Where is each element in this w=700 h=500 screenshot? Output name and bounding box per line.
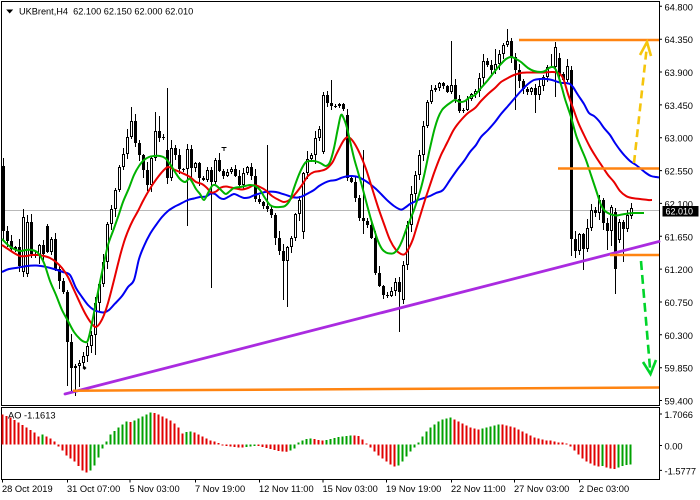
svg-text:5 Nov 03:00: 5 Nov 03:00 bbox=[130, 484, 180, 494]
svg-text:0.00: 0.00 bbox=[665, 442, 683, 452]
svg-text:62.010: 62.010 bbox=[666, 207, 694, 217]
svg-text:AO -1.1613: AO -1.1613 bbox=[8, 411, 56, 421]
svg-text:59.400: 59.400 bbox=[665, 397, 693, 407]
svg-text:15 Nov 03:00: 15 Nov 03:00 bbox=[323, 484, 378, 494]
svg-text:63.450: 63.450 bbox=[665, 101, 693, 111]
svg-text:1.7066: 1.7066 bbox=[665, 410, 693, 420]
svg-text:59.850: 59.850 bbox=[665, 364, 693, 374]
svg-text:28 Oct 2019: 28 Oct 2019 bbox=[2, 484, 53, 494]
svg-text:12 Nov 11:00: 12 Nov 11:00 bbox=[259, 484, 314, 494]
svg-text:62.550: 62.550 bbox=[665, 167, 693, 177]
svg-text:19 Nov 19:00: 19 Nov 19:00 bbox=[386, 484, 441, 494]
svg-text:64.800: 64.800 bbox=[665, 2, 693, 12]
svg-text:-1.5777: -1.5777 bbox=[665, 466, 697, 476]
svg-text:60.750: 60.750 bbox=[665, 298, 693, 308]
svg-text:2 Dec 03:00: 2 Dec 03:00 bbox=[579, 484, 629, 494]
svg-text:61.200: 61.200 bbox=[665, 265, 693, 275]
svg-text:31 Oct 07:00: 31 Oct 07:00 bbox=[67, 484, 120, 494]
svg-text:61.650: 61.650 bbox=[665, 232, 693, 242]
svg-text:63.000: 63.000 bbox=[665, 134, 693, 144]
svg-text:64.350: 64.350 bbox=[665, 35, 693, 45]
svg-text:27 Nov 03:00: 27 Nov 03:00 bbox=[514, 484, 569, 494]
svg-text:63.900: 63.900 bbox=[665, 68, 693, 78]
svg-text:60.300: 60.300 bbox=[665, 331, 693, 341]
svg-text:7 Nov 19:00: 7 Nov 19:00 bbox=[195, 484, 245, 494]
svg-text:UKBrent,H4 62.100 62.150 62.0: UKBrent,H4 62.100 62.150 62.000 62.010 bbox=[19, 6, 193, 16]
svg-text:22 Nov 11:00: 22 Nov 11:00 bbox=[451, 484, 506, 494]
svg-text:62.100: 62.100 bbox=[665, 199, 693, 209]
